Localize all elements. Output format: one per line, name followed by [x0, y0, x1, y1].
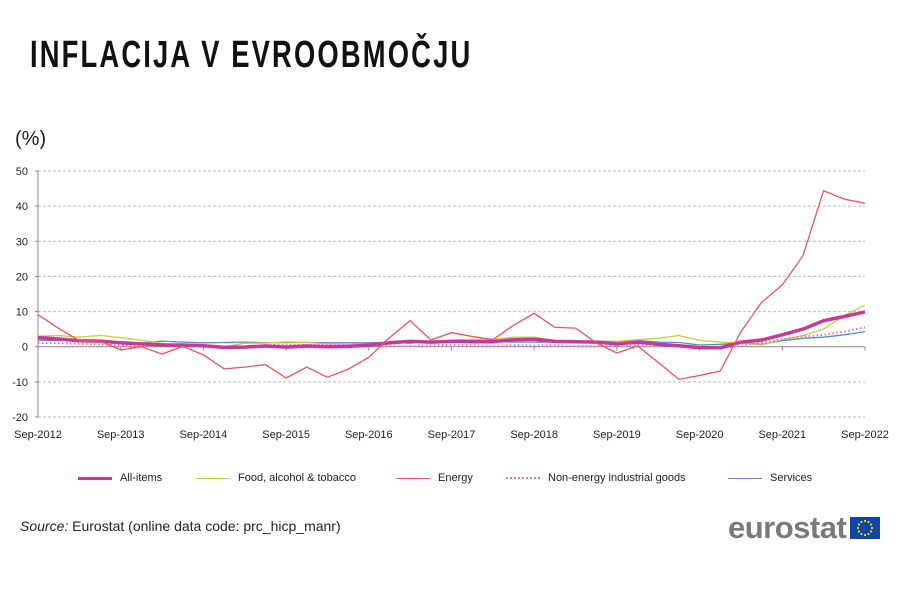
x-tick-label: Sep-2018: [510, 429, 558, 441]
legend-item-services: Services: [728, 472, 812, 484]
x-tick-label: Sep-2016: [345, 429, 393, 441]
y-tick-label: 10: [16, 307, 28, 319]
y-tick-label: -10: [12, 377, 28, 389]
logo-text: eurostat: [728, 510, 847, 545]
y-tick-label: 20: [16, 271, 28, 283]
legend-label: Energy: [438, 472, 473, 484]
chart-title: INFLACIJA V EVROOBMOČJU: [30, 34, 473, 76]
x-tick-label: Sep-2015: [262, 429, 310, 441]
x-tick-label: Sep-2019: [593, 429, 641, 441]
x-tick-label: Sep-2017: [428, 429, 476, 441]
source-note: Source: Eurostat (online data code: prc_…: [20, 518, 341, 534]
source-text: Eurostat (online data code: prc_hicp_man…: [72, 518, 341, 534]
legend-item-food: Food, alcohol & tobacco: [196, 472, 356, 484]
y-tick-label: 50: [16, 166, 28, 178]
eu-flag-icon: [850, 517, 881, 539]
legend-swatch: [506, 477, 540, 479]
legend-label: Services: [770, 472, 813, 484]
y-tick-label: 0: [22, 342, 28, 354]
eurostat-logo: eurostat: [728, 510, 881, 546]
y-tick-label: 30: [16, 236, 28, 248]
series-line-all-items: [37, 310, 866, 350]
x-tick-label: Sep-2022: [841, 429, 889, 441]
series-line-energy: [37, 190, 866, 381]
x-tick-label: Sep-2021: [758, 429, 806, 441]
y-axis-label: (%): [15, 128, 47, 150]
source-label: Source:: [20, 518, 69, 534]
x-tick-label: Sep-2013: [97, 429, 145, 441]
legend-swatch: [396, 477, 430, 479]
legend-item-neig: Non-energy industrial goods: [506, 472, 686, 484]
y-tick-label: -20: [12, 412, 28, 424]
legend-swatch: [196, 477, 230, 479]
legend-label: Non-energy industrial goods: [548, 472, 686, 484]
legend: All-items Food, alcohol & tobacco Energy…: [0, 472, 900, 490]
legend-swatch: [78, 476, 112, 480]
legend-swatch: [728, 477, 762, 479]
legend-item-all-items: All-items: [78, 472, 162, 484]
legend-label: All-items: [120, 472, 163, 484]
legend-item-energy: Energy: [396, 472, 473, 484]
x-tick-label: Sep-2014: [180, 429, 228, 441]
legend-label: Food, alcohol & tobacco: [238, 472, 357, 484]
y-tick-label: 40: [16, 201, 28, 213]
x-tick-label: Sep-2012: [14, 429, 62, 441]
x-tick-label: Sep-2020: [676, 429, 724, 441]
line-chart: -20 -10 0 10 20 30 40 50 Sep-2012 Sep-2013 Sep-201…: [12, 166, 889, 441]
